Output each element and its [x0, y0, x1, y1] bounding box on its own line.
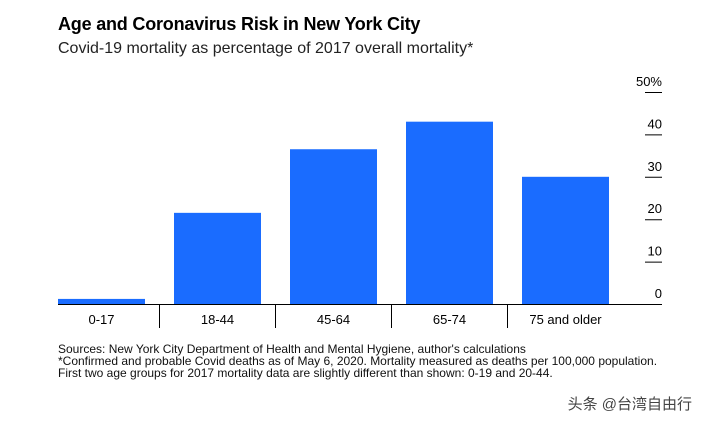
- bar-45-64: [290, 149, 377, 304]
- y-tick-label: 30: [648, 159, 662, 174]
- x-tick-label: 18-44: [201, 312, 234, 327]
- chart-title: Age and Coronavirus Risk in New York Cit…: [58, 14, 421, 34]
- chart-notes: Sources: New York City Department of Hea…: [58, 343, 678, 379]
- x-tick-label: 0-17: [88, 312, 114, 327]
- y-tick-label: 50%: [636, 74, 662, 89]
- x-tick-label: 75 and older: [529, 312, 602, 327]
- bar-75-and-older: [522, 176, 609, 304]
- bar-18-44: [174, 212, 261, 304]
- bar-chart: 0-17 18-44 45-64 65-74 75 and older 0 10 20 30 40…: [58, 74, 662, 328]
- footnote: *Confirmed and probable Covid deaths as …: [58, 354, 658, 380]
- x-tick-label: 65-74: [433, 312, 466, 327]
- chart-subtitle: Covid-19 mortality as percentage of 2017…: [58, 40, 474, 57]
- x-tick-label: 45-64: [317, 312, 350, 327]
- y-tick-label: 40: [648, 116, 662, 131]
- y-tick-label: 0: [655, 286, 662, 301]
- bar-0-17: [58, 298, 145, 304]
- watermark: 头条 @台湾自由行: [567, 396, 692, 413]
- source-note: Sources: New York City Department of Hea…: [58, 342, 526, 356]
- bar-65-74: [406, 121, 493, 305]
- y-tick-label: 20: [648, 201, 662, 216]
- y-tick-label: 10: [648, 244, 662, 259]
